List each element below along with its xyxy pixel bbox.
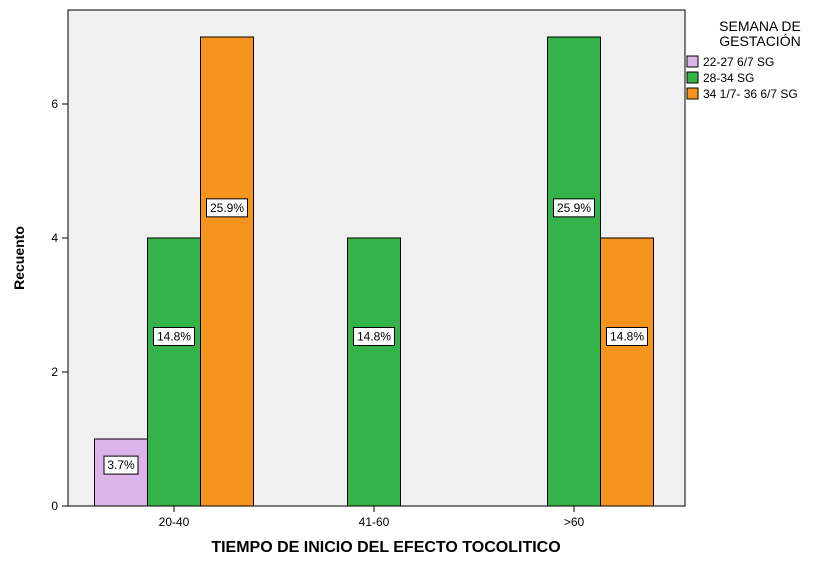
y-tick-label: 0 bbox=[51, 499, 58, 513]
data-label: 25.9% bbox=[210, 201, 244, 215]
data-label-box bbox=[206, 198, 248, 218]
legend-title-line-2: GESTACIÓN bbox=[719, 33, 800, 49]
bar-2040-series-2 bbox=[147, 237, 201, 507]
data-label-box bbox=[153, 326, 195, 346]
x-tick-label: 20-40 bbox=[159, 515, 190, 529]
x-tick-label: >60 bbox=[564, 515, 585, 529]
data-label-box bbox=[353, 326, 395, 346]
data-label-box bbox=[606, 326, 648, 346]
legend-label: 28-34 SG bbox=[703, 71, 754, 85]
y-axis: 0 2 4 6 bbox=[51, 97, 68, 513]
data-label: 14.8% bbox=[610, 329, 644, 343]
legend-swatch bbox=[686, 71, 699, 84]
data-label: 3.7% bbox=[107, 458, 135, 472]
y-tick-label: 4 bbox=[51, 231, 58, 245]
legend-items: 22-27 6/7 SG 28-34 SG 34 1/7- 36 6/7 SG bbox=[686, 55, 798, 101]
x-tick-label: 41-60 bbox=[359, 515, 390, 529]
legend-swatch bbox=[686, 55, 699, 68]
y-tick-label: 2 bbox=[51, 365, 58, 379]
bar-60-series-3 bbox=[600, 237, 654, 507]
legend-title-line-1: SEMANA DE bbox=[719, 18, 801, 34]
x-axis-title: TIEMPO DE INICIO DEL EFECTO TOCOLITICO bbox=[211, 539, 560, 556]
x-axis: 20-40 41-60 >60 bbox=[159, 506, 585, 529]
y-tick-label: 6 bbox=[51, 97, 58, 111]
data-label: 14.8% bbox=[157, 329, 191, 343]
data-labels-layer: 3.7% 14.8% 14.8% 25.9% 25.9% 14.8% bbox=[103, 198, 648, 475]
legend-label: 22-27 6/7 SG bbox=[703, 55, 774, 69]
data-label-box bbox=[103, 455, 139, 475]
data-label-box bbox=[553, 198, 595, 218]
y-axis-title: Recuento bbox=[11, 226, 27, 290]
legend: SEMANA DE GESTACIÓN 22-27 6/7 SG 28-34 SG… bbox=[686, 18, 801, 101]
bar-4160-series-2 bbox=[347, 237, 401, 507]
bar-60-series-2 bbox=[547, 36, 601, 507]
bars-layer bbox=[94, 36, 654, 507]
bar-2040-series-3 bbox=[200, 36, 254, 507]
legend-swatch bbox=[686, 87, 699, 100]
legend-label: 34 1/7- 36 6/7 SG bbox=[703, 87, 798, 101]
data-label: 14.8% bbox=[357, 329, 391, 343]
data-label: 25.9% bbox=[557, 201, 591, 215]
